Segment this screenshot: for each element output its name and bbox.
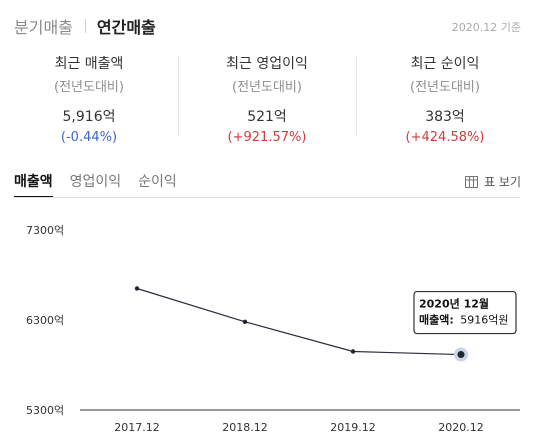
table-view-label: 표 보기 <box>484 175 521 189</box>
tabs-divider <box>14 197 520 198</box>
metric-value: 521억 <box>247 109 287 125</box>
metric-title: 최근 영업이익 <box>226 56 308 72</box>
tooltip-box <box>413 290 517 335</box>
y-axis: 5300억 6300억 7300억 <box>26 224 64 417</box>
x-tick-label: 2019.12 <box>330 421 376 434</box>
tooltip-value: 5916억원 <box>460 314 508 327</box>
y-tick-label: 7300억 <box>26 224 64 237</box>
tab-quarterly-sales[interactable]: 분기매출 <box>14 18 73 37</box>
summary-metrics: 최근 매출액 (전년도대비) 5,916억 (-0.44%) 최근 영업이익 (… <box>0 50 534 145</box>
metric-sales: 최근 매출액 (전년도대비) 5,916억 (-0.44%) <box>0 50 178 145</box>
metric-title: 최근 매출액 <box>54 56 124 72</box>
tab-annual-sales[interactable]: 연간매출 <box>96 18 156 37</box>
tab-operating-profit[interactable]: 영업이익 <box>69 174 122 190</box>
reference-date: 2020.12 기준 <box>451 21 521 34</box>
x-tick-label: 2018.12 <box>222 421 268 434</box>
period-tabs: 분기매출 연간매출 <box>14 12 156 40</box>
tooltip-label: 매출액: <box>419 313 454 327</box>
tooltip: 2020년 12월 매출액: 5916억원 <box>413 290 517 335</box>
data-point[interactable] <box>242 319 248 324</box>
x-tick-label: 2017.12 <box>114 421 160 434</box>
metric-change: (-0.44%) <box>60 130 118 145</box>
metric-subtitle: (전년도대비) <box>54 80 124 95</box>
data-points <box>134 286 468 362</box>
table-icon <box>465 175 479 188</box>
chart-metric-tabs: 매출액 영업이익 순이익 <box>14 171 194 198</box>
metric-change: (+921.57%) <box>227 130 307 145</box>
metric-value: 5,916억 <box>62 109 116 125</box>
tab-sales[interactable]: 매출액 <box>14 171 53 198</box>
table-view-button[interactable]: 표 보기 <box>465 173 521 190</box>
tooltip-title: 2020년 12월 <box>419 297 489 311</box>
data-point[interactable] <box>350 349 356 354</box>
tab-divider <box>84 19 86 33</box>
tooltip-value-line: 매출액: 5916억원 <box>419 313 509 327</box>
sales-line-chart: 5300억 6300억 7300억 2017.12 2018.12 2019.12 202… <box>26 224 520 434</box>
x-axis: 2017.12 2018.12 2019.12 2020.12 <box>114 421 484 434</box>
metric-title: 최근 순이익 <box>410 56 480 72</box>
metric-subtitle: (전년도대비) <box>410 80 480 95</box>
metric-value: 383억 <box>425 109 465 125</box>
metric-operating-profit: 최근 영업이익 (전년도대비) 521억 (+921.57%) <box>178 50 356 145</box>
tab-net-income[interactable]: 순이익 <box>138 174 177 190</box>
y-tick-label: 5300억 <box>26 404 64 417</box>
y-tick-label: 6300억 <box>26 314 64 327</box>
x-tick-label: 2020.12 <box>438 421 484 434</box>
metric-net-income: 최근 순이익 (전년도대비) 383억 (+424.58%) <box>356 50 534 145</box>
data-point[interactable] <box>457 351 465 359</box>
data-point[interactable] <box>134 286 140 291</box>
metric-change: (+424.58%) <box>405 130 485 145</box>
metric-subtitle: (전년도대비) <box>232 80 302 95</box>
series-line-sales <box>136 287 462 356</box>
